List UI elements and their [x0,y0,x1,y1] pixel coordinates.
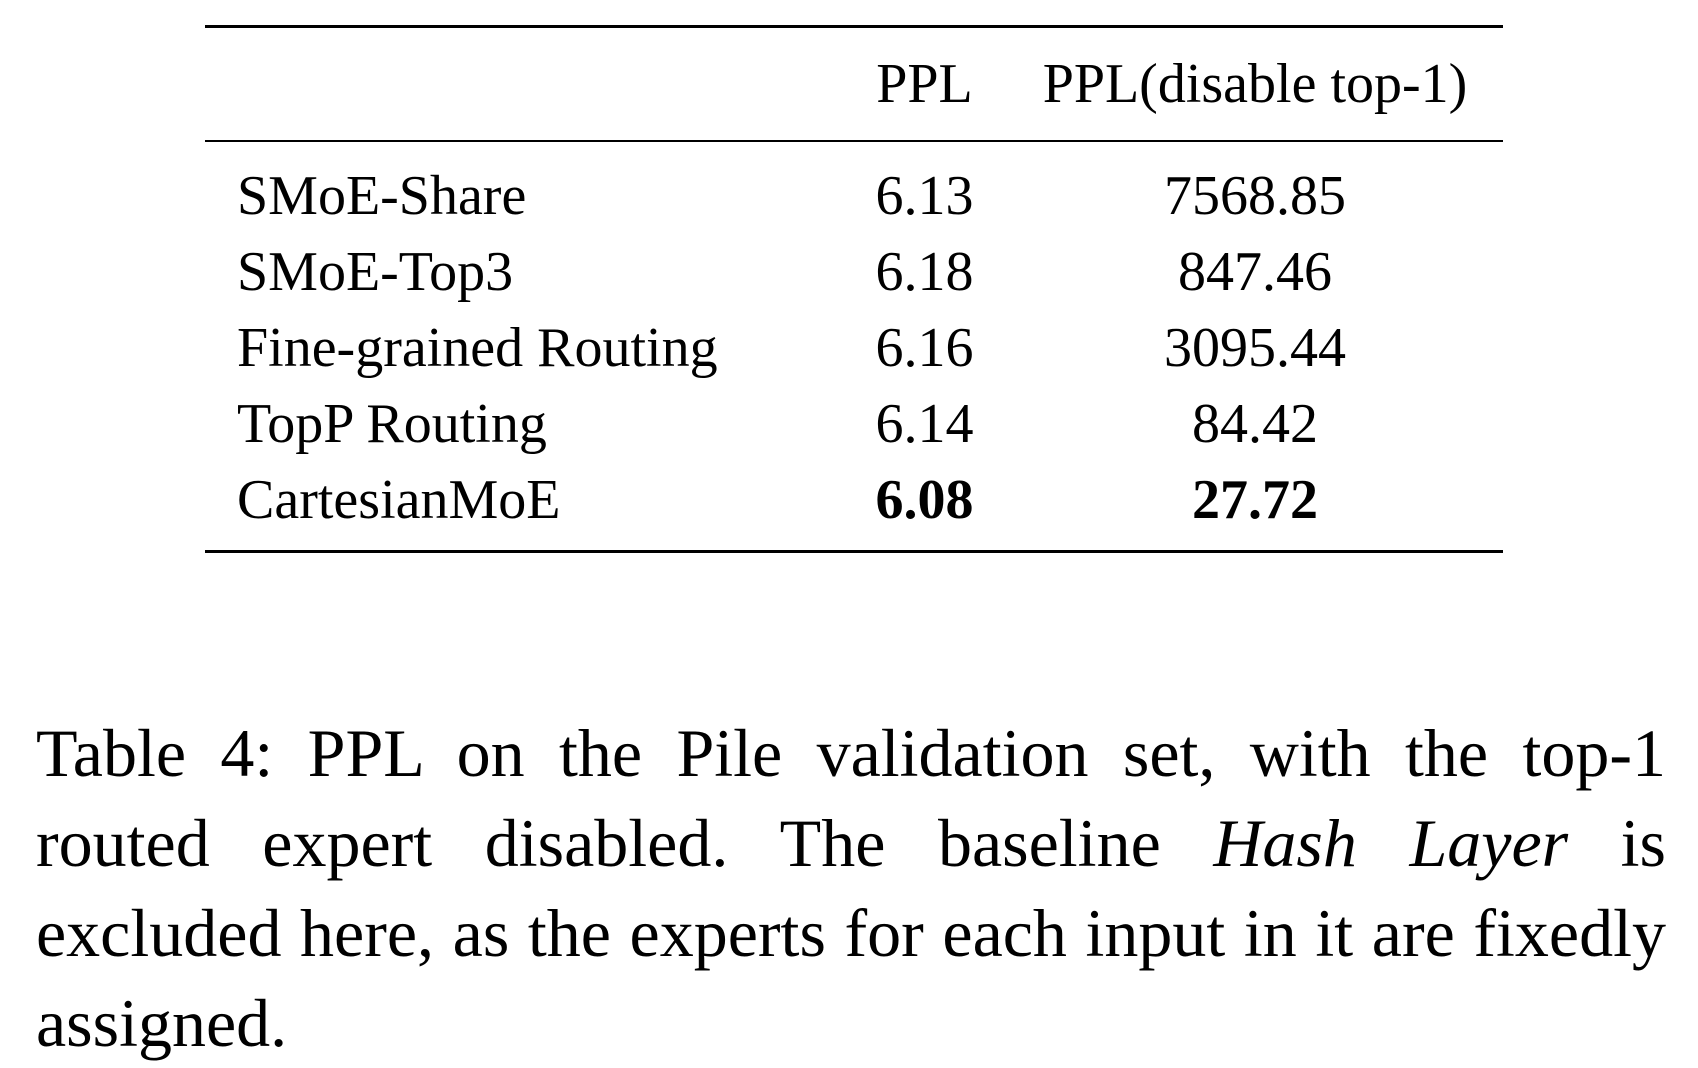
ppl-cell: 6.13 [875,165,974,227]
table-header-row: PPL PPL(disable top-1) [205,26,1503,142]
table-row: SMoE-Share 6.13 7568.85 [205,141,1503,234]
ppl-disable-cell: 84.42 [1192,393,1318,455]
method-cell: SMoE-Top3 [237,241,514,303]
table-row: TopP Routing 6.14 84.42 [205,386,1503,462]
table-row-best: CartesianMoE 6.08 27.72 [205,462,1503,552]
table-row: Fine-grained Routing 6.16 3095.44 [205,310,1503,386]
caption-text-prefix: Table 4: PPL on the Pile validation set,… [36,715,1666,881]
ppl-cell: 6.16 [875,317,974,379]
header-ppl-disable: PPL(disable top-1) [1042,53,1468,115]
table-row: SMoE-Top3 6.18 847.46 [205,234,1503,310]
results-table: PPL PPL(disable top-1) SMoE-Share 6.13 7… [205,25,1503,553]
ppl-cell: 6.18 [875,241,974,303]
ppl-cell: 6.14 [875,393,974,455]
ppl-disable-cell-best: 27.72 [1192,469,1318,531]
caption-italic-term: Hash Layer [1213,805,1569,881]
method-cell: TopP Routing [237,393,547,455]
ppl-disable-cell: 7568.85 [1164,165,1346,227]
ppl-disable-cell: 3095.44 [1164,317,1346,379]
header-method [205,27,842,142]
method-cell: CartesianMoE [237,469,561,531]
header-ppl: PPL [876,53,973,115]
ppl-disable-cell: 847.46 [1178,241,1332,303]
table-caption: Table 4: PPL on the Pile validation set,… [36,708,1666,1068]
method-cell: Fine-grained Routing [237,317,718,379]
method-cell: SMoE-Share [237,165,527,227]
ppl-cell-best: 6.08 [875,469,974,531]
results-table-container: PPL PPL(disable top-1) SMoE-Share 6.13 7… [205,25,1503,553]
